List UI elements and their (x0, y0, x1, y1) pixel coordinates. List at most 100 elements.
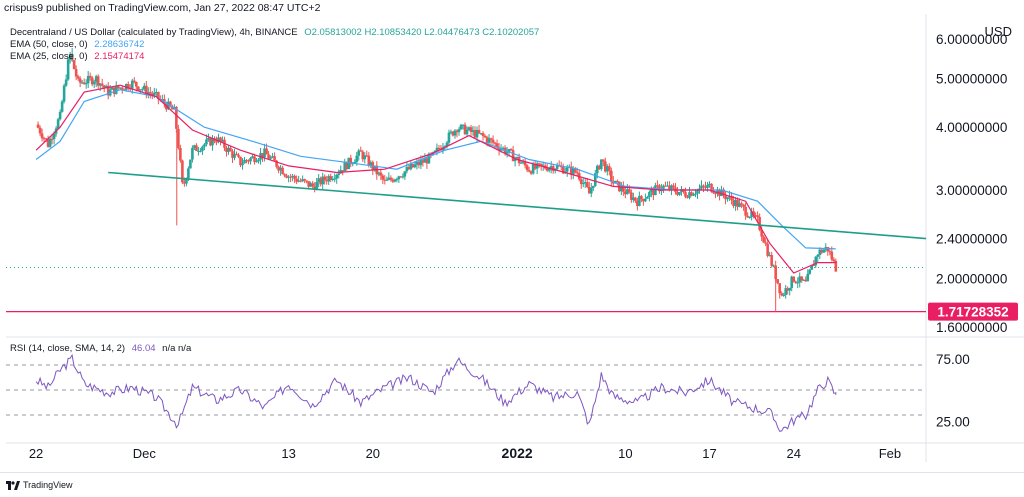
candle-body (309, 183, 312, 187)
candle-body (738, 203, 741, 207)
candle-body (417, 162, 421, 166)
candle-body (225, 147, 228, 152)
candle-body (243, 159, 246, 164)
candle-body (734, 199, 737, 206)
ema50-legend[interactable]: EMA (50, close, 0) 2.28636742 (10, 39, 148, 50)
ema25-value: 2.15474174 (94, 51, 145, 62)
candle-body (60, 101, 64, 112)
candle-body (822, 249, 826, 253)
candle-body (698, 188, 701, 190)
candle-body (411, 164, 415, 168)
candle-body (209, 137, 212, 146)
candle-body (311, 183, 314, 187)
candle-body (122, 89, 126, 91)
candle-body (511, 150, 515, 162)
candle-body (343, 162, 347, 172)
candle-body (447, 132, 451, 143)
candle-body (754, 215, 757, 217)
candle-body (820, 249, 824, 253)
tradingview-logo[interactable]: TradingView (6, 480, 73, 490)
candle-body (383, 179, 387, 181)
candle-body (571, 168, 575, 175)
candle-body (235, 153, 238, 155)
candle-body (301, 179, 304, 182)
candle-body (706, 184, 709, 188)
time-tick-label: Dec (133, 446, 157, 461)
candle-body (140, 89, 144, 91)
candle-body (688, 192, 691, 198)
candle-body (231, 151, 234, 158)
candle-body (455, 130, 459, 133)
candle-body (191, 147, 194, 160)
candle-body (155, 91, 158, 93)
candle-body (714, 193, 717, 195)
candles-group (36, 51, 838, 299)
candle-body (76, 76, 80, 79)
time-tick-label: 20 (366, 446, 380, 461)
symbol-legend[interactable]: Decentraland / US Dollar (calculated by … (10, 27, 543, 38)
candle-body (269, 157, 272, 159)
candle-body (742, 204, 745, 207)
candle-body (401, 176, 405, 178)
candle-body (465, 129, 469, 135)
candle-body (724, 195, 727, 200)
candle-body (601, 159, 605, 162)
candle-body (730, 195, 733, 201)
ema50-value: 2.28636742 (94, 39, 145, 50)
candle-body (345, 162, 349, 170)
candle-body (782, 294, 785, 296)
candle-body (786, 288, 789, 291)
candle-body (473, 130, 477, 138)
candle-body (626, 189, 629, 195)
candle-body (219, 137, 222, 142)
candle-body (405, 166, 409, 172)
candle-body (397, 176, 401, 180)
candle-body (453, 130, 457, 136)
candle-body (385, 179, 389, 181)
candle-body (181, 160, 184, 183)
candle-body (275, 160, 278, 167)
candle-body (297, 180, 300, 182)
candle-body (704, 186, 707, 188)
candle-body (716, 189, 719, 194)
candle-body (501, 147, 505, 149)
candle-body (808, 269, 812, 274)
currency-label: USD (985, 24, 1012, 39)
candle-body (36, 124, 40, 128)
price-tick-label: 6.00000000 (936, 32, 1007, 47)
candle-body (656, 185, 659, 187)
candle-body (373, 165, 377, 171)
candle-body (145, 85, 148, 95)
candle-body (337, 173, 341, 175)
candle-body (425, 158, 429, 164)
candle-body (239, 156, 242, 166)
candle-body (171, 106, 174, 110)
candle-body (48, 138, 52, 147)
candle-body (365, 155, 369, 157)
candle-body (245, 159, 248, 161)
candle-body (531, 164, 535, 174)
candle-body (449, 131, 453, 133)
price-tick-label: 2.40000000 (936, 232, 1007, 247)
candle-body (207, 137, 210, 140)
price-tick-label: 3.00000000 (936, 183, 1007, 198)
time-tick-label: 24 (786, 446, 800, 461)
price-tick-label: 1.60000000 (936, 320, 1007, 335)
candle-body (608, 166, 611, 171)
candle-body (788, 288, 792, 291)
ema25-legend[interactable]: EMA (25, close, 0) 2.15474174 (10, 51, 148, 62)
candle-body (744, 206, 747, 216)
candle-body (293, 175, 296, 179)
candle-body (545, 168, 549, 171)
candle-body (676, 191, 679, 195)
candle-body (746, 215, 749, 218)
candle-body (497, 147, 501, 151)
rsi-tick-label: 75.00 (936, 352, 970, 367)
candle-body (44, 138, 48, 140)
rsi-legend[interactable]: RSI (14, close, SMA, 14, 2) 46.04 n/a n/… (10, 343, 195, 354)
candle-body (513, 158, 517, 162)
candle-body (203, 144, 206, 147)
candle-body (740, 203, 743, 205)
candle-body (287, 176, 290, 178)
